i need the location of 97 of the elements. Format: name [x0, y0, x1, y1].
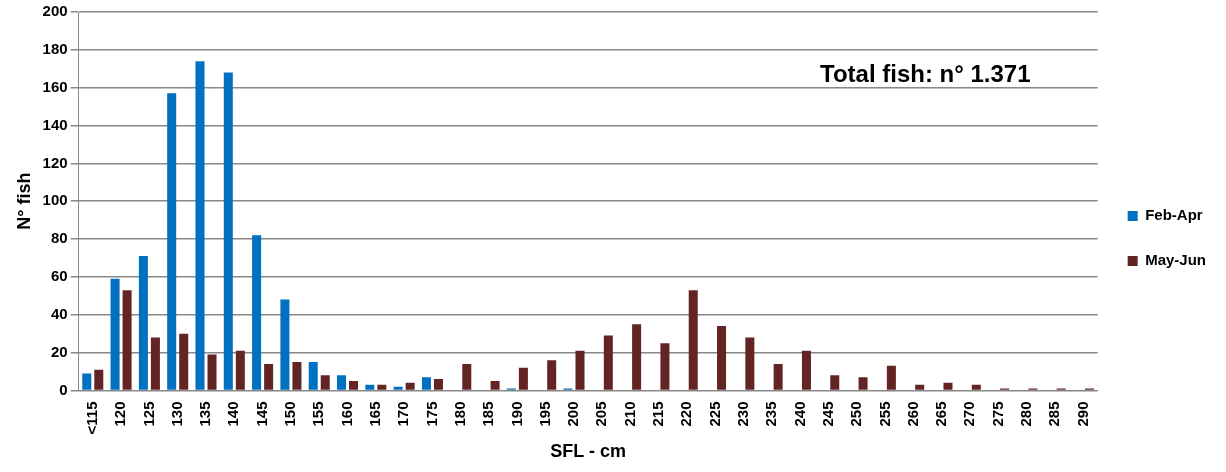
bar: [167, 93, 177, 390]
bar: [264, 363, 274, 390]
x-tick-label: 165: [365, 401, 383, 427]
x-tick-label: 220: [677, 401, 695, 427]
x-tick-label: 240: [790, 401, 808, 427]
x-tick-label: 120: [111, 401, 129, 427]
x-tick-label: 155: [309, 401, 327, 427]
bar: [773, 363, 783, 390]
bar: [94, 369, 104, 390]
y-tick-label: 140: [42, 115, 68, 133]
bar: [421, 377, 431, 390]
bar: [292, 362, 302, 390]
x-tick-label: 270: [960, 401, 978, 427]
x-tick-label: 125: [139, 401, 157, 427]
x-tick-label: 140: [224, 401, 242, 427]
bar: [82, 373, 92, 390]
bar: [490, 380, 500, 390]
x-tick-label: 280: [1017, 401, 1035, 427]
x-tick-label: 290: [1073, 401, 1091, 427]
bar: [393, 386, 403, 390]
bar: [252, 235, 262, 390]
x-tick-label: 260: [903, 401, 921, 427]
x-tick-label: 150: [281, 401, 299, 427]
y-tick-label: 180: [42, 39, 68, 57]
bar: [717, 326, 727, 390]
bar: [575, 350, 585, 390]
bar: [223, 72, 233, 390]
bar: [195, 61, 205, 390]
bar: [547, 360, 557, 390]
y-tick-label: 60: [50, 267, 68, 285]
bar: [433, 379, 443, 390]
bar: [138, 256, 148, 390]
bar: [915, 384, 925, 390]
bar: [801, 350, 811, 390]
bar: [280, 299, 290, 390]
bar: [858, 377, 868, 390]
y-axis-title: N° fish: [13, 172, 34, 230]
bar: [150, 337, 160, 390]
bar: [745, 337, 755, 390]
annotation: Total fish: n° 1.371: [820, 60, 1031, 88]
x-tick-label: 180: [450, 401, 468, 427]
bar: [518, 367, 528, 390]
x-tick-label: 175: [422, 401, 440, 427]
bar: [943, 382, 953, 390]
y-tick-label: 20: [50, 342, 68, 360]
x-tick-label: 200: [564, 401, 582, 427]
x-tick-label: 255: [875, 401, 893, 427]
x-tick-label: 185: [479, 401, 497, 427]
bar: [405, 382, 415, 390]
legend-label: Feb-Apr: [1145, 206, 1203, 224]
x-tick-label: 190: [507, 401, 525, 427]
x-tick-label: 235: [762, 401, 780, 427]
y-tick-label: 200: [42, 2, 68, 20]
bar: [207, 354, 217, 390]
bar: [179, 333, 189, 390]
bar: [308, 362, 318, 390]
x-tick-label: 230: [733, 401, 751, 427]
bar: [365, 384, 375, 390]
x-tick-label: 275: [988, 401, 1006, 427]
bar: [235, 350, 245, 390]
x-tick-label: 265: [932, 401, 950, 427]
x-tick-label: 195: [535, 401, 553, 427]
bar: [349, 380, 359, 390]
bar: [603, 335, 613, 390]
y-tick-label: 80: [50, 229, 68, 247]
bar: [110, 278, 120, 390]
x-axis-title: SFL - cm: [550, 441, 626, 462]
x-tick-label: 145: [252, 401, 270, 427]
x-tick-label: 215: [649, 401, 667, 427]
x-tick-label: 245: [818, 401, 836, 427]
x-tick-label: 135: [196, 401, 214, 427]
x-tick-label: 285: [1045, 401, 1063, 427]
bar: [830, 375, 840, 390]
legend-label: May-Jun: [1145, 251, 1206, 269]
x-tick-label: 160: [337, 401, 355, 427]
x-tick-label: 210: [620, 401, 638, 427]
bar: [320, 375, 330, 390]
x-tick-label: 205: [592, 401, 610, 427]
y-tick-label: 100: [42, 191, 68, 209]
x-tick-label: 250: [847, 401, 865, 427]
x-tick-label: 130: [167, 401, 185, 427]
bar: [971, 384, 981, 390]
bar: [462, 363, 472, 390]
bar: [688, 290, 698, 390]
x-tick-label: <115: [82, 401, 100, 435]
y-tick-label: 160: [42, 77, 68, 95]
bar: [377, 384, 387, 390]
bar: [632, 324, 642, 390]
bar: [660, 343, 670, 390]
y-tick-label: 40: [50, 304, 68, 322]
bar: [337, 375, 347, 390]
x-tick-label: 225: [705, 401, 723, 427]
y-tick-label: 0: [59, 380, 68, 398]
y-tick-label: 120: [42, 153, 68, 171]
bar: [886, 365, 896, 390]
bar: [122, 290, 132, 390]
x-tick-label: 170: [394, 401, 412, 427]
